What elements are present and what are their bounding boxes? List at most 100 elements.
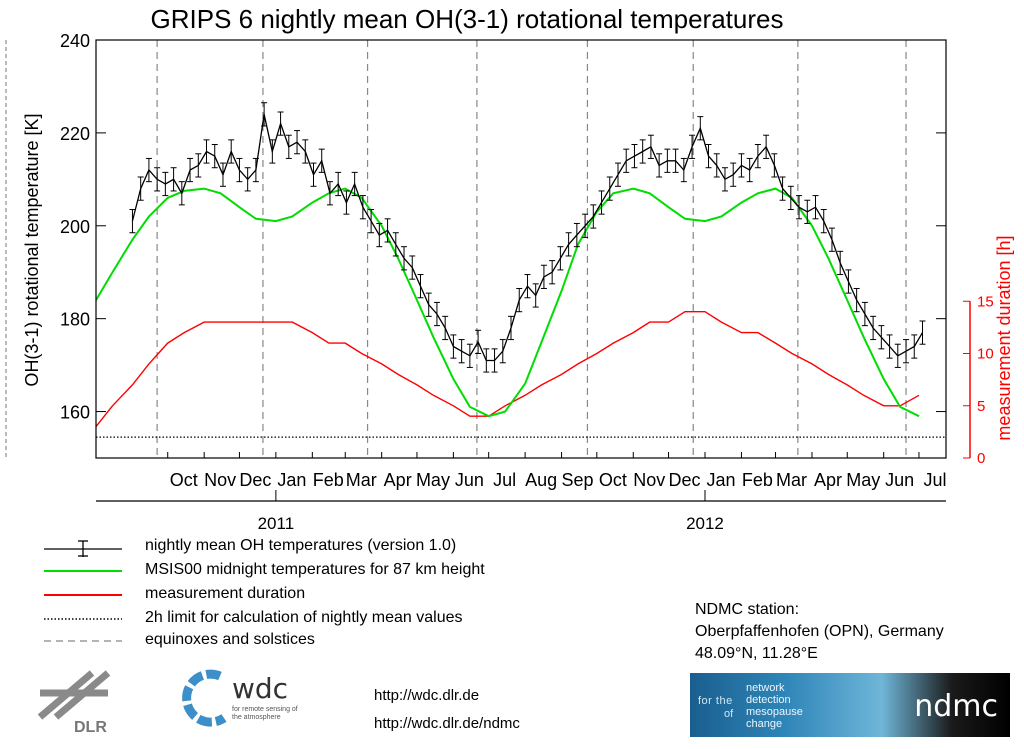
y-axis-label-left: OH(3-1) rotational temperature [K]: [22, 113, 42, 386]
legend-label: MSIS00 midnight temperatures for 87 km h…: [145, 561, 485, 578]
series-msis00: [95, 187, 920, 418]
month-label: Apr: [814, 470, 842, 490]
data-point-oh: [491, 348, 498, 373]
dotted-line-icon: [44, 618, 122, 620]
dlr-logo-text: DLR: [74, 719, 107, 736]
equinox-solstice-lines: [156, 40, 907, 458]
ndmc-term-mesopause: mesopause: [746, 706, 803, 718]
data-point-oh: [466, 343, 473, 368]
legend-item-2h-limit: 2h limit for calculation of nightly mean…: [44, 609, 564, 629]
month-label: Mar: [776, 470, 807, 490]
legend-item-duration: measurement duration: [44, 585, 564, 605]
data-point-oh: [302, 139, 309, 164]
data-point-oh: [162, 171, 169, 197]
data-point-oh: [170, 167, 177, 192]
data-point-oh: [310, 162, 317, 187]
ndmc-banner: for the of network detection mesopause c…: [690, 673, 1010, 737]
plot-frame: [95, 39, 947, 459]
data-point-oh: [573, 222, 580, 248]
data-point-oh: [779, 176, 786, 201]
month-label: Nov: [204, 470, 236, 490]
month-label: Feb: [742, 470, 773, 490]
data-point-oh: [820, 209, 827, 234]
month-label: May: [416, 470, 450, 490]
data-point-oh: [631, 144, 638, 169]
month-label: Dec: [239, 470, 271, 490]
wdc-logo: wdc for remote sensing of the atmosphere: [180, 668, 300, 734]
data-point-oh: [228, 139, 235, 164]
month-label: Jun: [455, 470, 484, 490]
data-point-oh: [656, 153, 663, 178]
y-axis-label-right: measurement duration [h]: [994, 235, 1014, 440]
ndmc-brand: ndmc: [914, 689, 998, 724]
series-oh-temperatures: [131, 114, 924, 362]
data-point-oh: [252, 157, 259, 183]
wdc-logo-text: wdc: [232, 672, 289, 705]
data-point-oh: [178, 181, 185, 206]
y-tick-label-left: 180: [60, 310, 90, 330]
data-point-oh: [771, 153, 778, 178]
legend-item-msis: MSIS00 midnight temperatures for 87 km h…: [44, 561, 564, 581]
data-point-oh: [458, 339, 465, 364]
y-tick-label-left: 200: [60, 217, 90, 237]
data-point-oh: [639, 139, 646, 164]
data-point-oh: [326, 181, 333, 206]
month-label: Jul: [493, 470, 516, 490]
data-point-oh: [137, 176, 144, 201]
data-point-oh: [219, 162, 226, 187]
data-point-oh: [187, 157, 194, 183]
data-point-oh: [738, 153, 745, 178]
dlr-emblem-icon: [37, 670, 111, 720]
data-point-oh: [261, 102, 268, 127]
data-point-oh: [787, 185, 794, 211]
month-label: Jun: [885, 470, 914, 490]
data-point-oh: [796, 195, 803, 220]
station-coordinates: 48.09°N, 11.28°E: [695, 645, 818, 662]
data-point-oh: [417, 274, 424, 299]
data-point-oh: [689, 134, 696, 159]
data-point-oh: [911, 334, 918, 359]
series-measurement-duration: [95, 311, 920, 428]
data-point-oh: [211, 144, 218, 169]
data-point-oh: [647, 134, 654, 159]
chart: GRIPS 6 nightly mean OH(3-1) rotational …: [5, 4, 1014, 530]
legend-item-oh-temperatures: nightly mean OH temperatures (version 1.…: [44, 537, 564, 557]
month-label: Aug: [525, 470, 557, 490]
y-tick-label-left: 220: [60, 124, 90, 144]
data-point-oh: [203, 139, 210, 164]
data-point-oh: [828, 227, 835, 252]
data-point-oh: [870, 315, 877, 341]
legend-label: measurement duration: [145, 585, 306, 602]
data-point-oh: [565, 232, 572, 257]
ndmc-for-the: for the: [698, 695, 733, 707]
data-point-oh: [672, 148, 679, 173]
year-label: 2012: [686, 514, 724, 530]
legend-label: 2h limit for calculation of nightly mean…: [145, 609, 463, 626]
data-point-oh: [442, 315, 449, 341]
year-label: 2011: [258, 514, 295, 530]
data-point-oh: [294, 130, 301, 155]
data-point-oh: [730, 162, 737, 187]
data-point-oh: [508, 315, 515, 341]
link-ndmc[interactable]: http://wdc.dlr.de/ndmc: [374, 715, 520, 732]
station-info: NDMC station: Oberpfaffenhofen (OPN), Ge…: [695, 599, 944, 665]
month-label: Apr: [384, 470, 412, 490]
y-tick-label-right: 5: [977, 398, 985, 415]
ndmc-term-network: network: [746, 682, 785, 694]
data-point-oh: [195, 153, 202, 178]
wdc-emblem-icon: [182, 669, 227, 727]
data-point-oh: [499, 339, 506, 364]
dlr-logo: DLR: [30, 667, 118, 739]
data-point-oh: [713, 153, 720, 178]
data-point-oh: [623, 148, 630, 173]
data-point-oh: [845, 269, 852, 294]
data-point-oh: [433, 301, 440, 327]
month-label: Feb: [313, 470, 344, 490]
data-point-oh: [853, 287, 860, 313]
link-wdc[interactable]: http://wdc.dlr.de: [374, 687, 480, 704]
data-point-oh: [516, 287, 523, 313]
data-point-oh: [894, 343, 901, 368]
data-point-oh: [721, 167, 728, 192]
month-label: Jan: [277, 470, 306, 490]
